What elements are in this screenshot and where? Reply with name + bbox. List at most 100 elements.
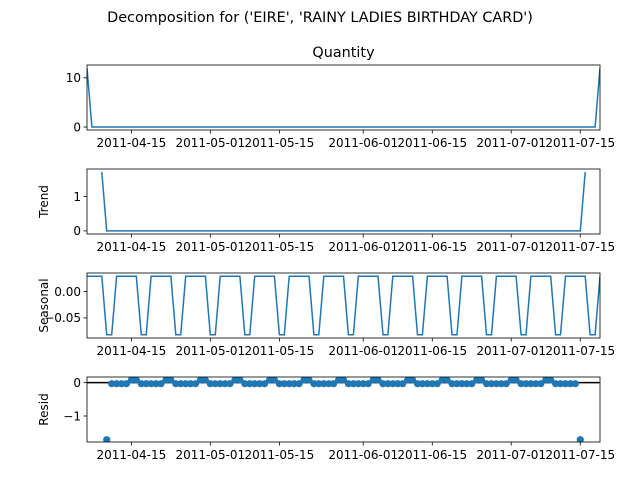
resid-point xyxy=(103,436,111,442)
resid-point xyxy=(117,380,126,388)
trend-xtick-label: 2011-04-15 xyxy=(97,240,167,254)
resid-point xyxy=(379,380,387,388)
quantity-xtick-label: 2011-07-15 xyxy=(545,136,615,150)
seasonal-ytick-label: 0.00 xyxy=(54,285,81,299)
quantity-panel: Quantity 0 10 2011-04-15 2011-05-01 2011-05-1… xyxy=(66,45,615,150)
trend-ylabel: Trend xyxy=(37,185,51,219)
resid-point xyxy=(330,380,338,388)
seasonal-ylabel: Seasonal xyxy=(37,278,51,332)
resid-point xyxy=(463,380,471,388)
trend-xtick-label: 2011-06-15 xyxy=(397,240,467,254)
trend-xtick-label: 2011-07-01 xyxy=(476,240,546,254)
seasonal-xtick-label: 2011-07-01 xyxy=(476,344,546,358)
resid-point xyxy=(182,380,190,388)
resid-ytick-label: −1 xyxy=(63,409,81,423)
resid-point xyxy=(251,380,259,388)
quantity-axes-frame xyxy=(86,64,601,131)
seasonal-xtick-label: 2011-07-15 xyxy=(545,344,615,358)
resid-point xyxy=(482,380,491,388)
resid-point xyxy=(502,380,510,388)
seasonal-line xyxy=(87,275,600,336)
resid-point xyxy=(108,380,116,388)
resid-panel: Resid 0 −1 2011-04-15 2011-05-01 2011-05-15 20… xyxy=(37,376,615,462)
resid-point xyxy=(571,380,579,388)
resid-xtick-label: 2011-06-15 xyxy=(397,448,467,462)
resid-point xyxy=(364,380,372,388)
seasonal-plot-area xyxy=(87,275,600,336)
resid-point xyxy=(157,380,165,388)
resid-point xyxy=(354,380,362,388)
trend-xtick-label: 2011-07-15 xyxy=(545,240,615,254)
resid-point xyxy=(497,380,505,388)
resid-point xyxy=(517,380,525,388)
resid-point xyxy=(458,380,466,388)
trend-ytick-label: 1 xyxy=(73,190,81,204)
quantity-ytick-label: 10 xyxy=(66,71,81,85)
quantity-title: Quantity xyxy=(312,45,375,61)
trend-xtick-label: 2011-06-01 xyxy=(328,240,398,254)
resid-xtick-label: 2011-07-01 xyxy=(476,448,546,462)
resid-point xyxy=(344,380,353,388)
resid-point xyxy=(295,380,303,388)
trend-line xyxy=(101,172,586,232)
resid-point xyxy=(413,380,422,388)
trend-axes-frame xyxy=(86,168,601,235)
quantity-xtick-label: 2011-05-15 xyxy=(245,136,315,150)
trend-plot-area xyxy=(101,172,586,232)
resid-point xyxy=(122,380,131,388)
trend-ytick-label: 0 xyxy=(73,224,81,238)
seasonal-ytick-label: −0.05 xyxy=(44,311,81,325)
resid-ylabel: Resid xyxy=(37,393,51,425)
seasonal-xtick-label: 2011-06-01 xyxy=(328,344,398,358)
seasonal-xtick-label: 2011-05-15 xyxy=(245,344,315,358)
figure-title: Decomposition for ('EIRE', 'RAINY LADIES… xyxy=(107,10,533,26)
resid-point xyxy=(552,380,560,388)
resid-point xyxy=(448,380,456,388)
resid-point xyxy=(275,380,283,388)
resid-point xyxy=(191,380,200,388)
quantity-xtick-label: 2011-06-01 xyxy=(328,136,398,150)
resid-xtick-label: 2011-04-15 xyxy=(97,448,167,462)
resid-point xyxy=(226,380,234,388)
resid-point xyxy=(177,380,185,388)
resid-point xyxy=(142,380,150,388)
resid-point xyxy=(556,380,565,388)
resid-point xyxy=(320,380,328,388)
resid-point xyxy=(399,380,407,388)
quantity-xtick-label: 2011-07-01 xyxy=(476,136,546,150)
resid-point xyxy=(211,380,219,388)
quantity-xtick-label: 2011-06-15 xyxy=(397,136,467,150)
resid-point xyxy=(221,380,229,388)
resid-point xyxy=(285,380,293,388)
resid-plot-area xyxy=(87,377,600,442)
resid-point xyxy=(359,380,367,388)
resid-point xyxy=(256,380,264,388)
resid-point xyxy=(137,380,145,388)
resid-axes-frame xyxy=(86,376,601,443)
resid-point xyxy=(315,380,323,388)
resid-point xyxy=(561,380,570,388)
resid-point xyxy=(423,380,431,388)
resid-point xyxy=(216,380,224,388)
resid-point xyxy=(206,380,214,388)
seasonal-axes-frame xyxy=(86,272,601,339)
resid-point xyxy=(576,436,584,442)
resid-point xyxy=(325,380,333,388)
resid-point xyxy=(394,380,402,388)
quantity-xtick-label: 2011-04-15 xyxy=(97,136,167,150)
quantity-ytick-label: 0 xyxy=(73,120,81,134)
resid-xtick-label: 2011-07-15 xyxy=(545,448,615,462)
resid-point xyxy=(487,380,496,388)
quantity-xtick-label: 2011-05-01 xyxy=(175,136,245,150)
seasonal-xtick-label: 2011-04-15 xyxy=(97,344,167,358)
trend-panel: Trend 0 1 2011-04-15 2011-05-01 2011-05-15 201… xyxy=(37,168,615,254)
resid-point xyxy=(290,380,298,388)
quantity-plot-area xyxy=(87,67,600,128)
resid-point xyxy=(152,380,160,388)
resid-xtick-label: 2011-05-15 xyxy=(245,448,315,462)
resid-xtick-label: 2011-05-01 xyxy=(175,448,245,462)
resid-point xyxy=(522,380,530,388)
resid-point xyxy=(389,380,397,388)
trend-xtick-label: 2011-05-15 xyxy=(245,240,315,254)
